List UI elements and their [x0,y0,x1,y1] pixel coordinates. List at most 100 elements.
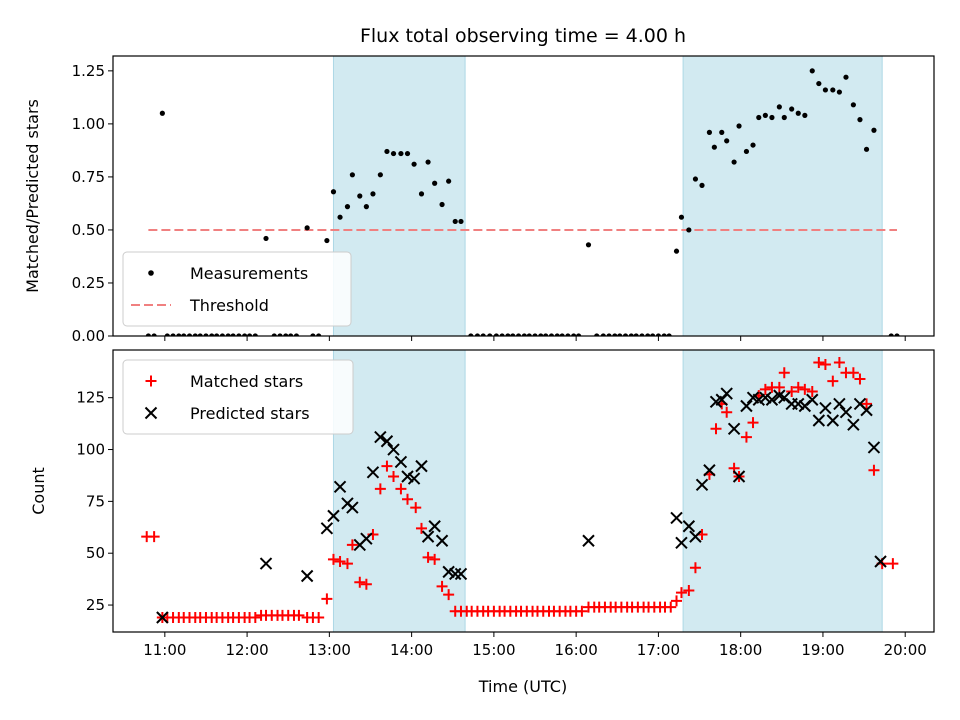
data-point [792,381,804,393]
data-point [670,511,683,525]
data-point [606,333,612,336]
data-point [395,483,407,495]
data-point [861,398,873,410]
data-point [585,242,592,248]
data-point [776,104,782,110]
series-predicted-stars [156,387,887,624]
data-point [665,601,677,613]
data-point [521,333,527,336]
data-point [720,387,733,400]
data-point [874,555,887,568]
data-point [156,611,169,624]
data-point [888,333,894,336]
legend: Measurements Threshold [122,251,352,327]
data-point [144,406,158,420]
data-point [795,110,801,116]
data-point [487,333,493,336]
legend-entry: Threshold [131,296,269,315]
data-point [443,589,455,601]
data-point [209,333,215,336]
data-point [847,418,860,431]
data-point [435,534,449,547]
shaded-interval-1 [332,350,466,632]
plot-area [141,350,899,632]
x-tick-label: 15:00 [472,641,515,659]
data-point [786,385,798,397]
data-point [436,580,448,592]
data-point [313,611,325,623]
data-point [363,204,369,210]
data-point [789,106,795,112]
data-point [576,333,582,336]
data-point [860,403,873,417]
data-point [349,172,355,178]
data-point [639,333,645,336]
data-point [263,235,269,242]
data-point [699,182,705,188]
data-point [334,556,346,567]
data-point [686,227,692,233]
data-point [655,333,662,336]
data-point [695,478,709,491]
data-point [415,459,428,473]
data-point [740,431,752,443]
data-point [759,383,771,395]
legend-box [122,359,354,435]
legend-label: Measurements [190,264,308,283]
data-point [360,532,373,545]
data-point [242,333,248,336]
data-point [706,129,713,135]
data-point [203,333,209,336]
data-point [468,333,474,336]
data-point [666,333,672,336]
data-point [499,333,505,336]
x-axis-label: Time (UTC) [478,677,567,696]
data-point [819,401,832,415]
data-point [384,148,390,155]
data-point [374,430,387,444]
x-tick-label: 20:00 [884,641,927,659]
data-point [346,501,359,514]
data-point [304,225,310,231]
data-point [474,333,481,336]
data-point [246,333,253,336]
data-point [675,587,687,599]
data-point [360,578,372,590]
data-point [404,150,411,157]
data-point [505,333,511,336]
data-point [633,333,639,336]
data-point [388,470,400,482]
data-point [390,150,397,157]
legend-label: Matched stars [190,372,303,391]
data-point [432,180,438,186]
legend-entry: Predicted stars [144,404,310,423]
ratio-panel: 0.00 0.25 0.50 0.75 1.00 1.25 Matched/Predicte… [23,55,935,345]
data-point [410,502,422,514]
data-point [159,110,165,116]
data-point [867,441,881,454]
data-point [300,569,314,583]
data-point [327,553,339,565]
plot-area [145,56,900,336]
data-point [736,123,742,129]
data-point [682,520,696,533]
data-point [628,333,634,336]
data-point [769,114,775,121]
data-point [418,191,425,197]
x-tick-label: 13:00 [308,641,351,659]
data-point [559,333,565,336]
y-tick-label: 25 [86,596,105,614]
x-tick-label: 16:00 [555,641,598,659]
data-point [394,455,408,469]
data-point [871,127,877,133]
data-point [407,472,421,485]
data-point [236,333,242,336]
data-point [197,333,203,336]
data-point [847,367,859,379]
x-tick-label: 19:00 [801,641,844,659]
data-point [170,333,176,336]
data-point [252,333,258,336]
data-point [381,460,393,472]
data-point [809,68,815,74]
data-point [452,218,458,225]
